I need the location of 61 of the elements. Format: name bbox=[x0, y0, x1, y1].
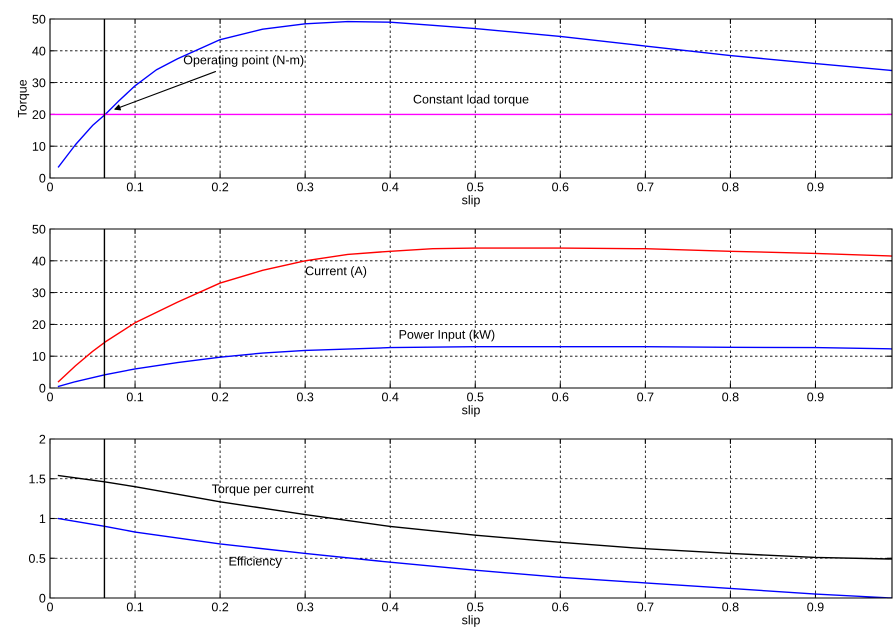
x-tick-label: 0.5 bbox=[467, 392, 484, 402]
ref-line-label: Constant load torque bbox=[414, 94, 528, 106]
y-tick-label: 10 bbox=[32, 352, 46, 361]
line-series bbox=[58, 346, 892, 388]
annotation: Current (A) bbox=[306, 266, 366, 278]
x-tick-label: 0.7 bbox=[637, 182, 654, 192]
x-tick-label: 0.1 bbox=[126, 182, 144, 192]
x-tick-label: 0.3 bbox=[296, 602, 314, 612]
x-tick-label: 0.3 bbox=[296, 392, 314, 402]
x-tick-label: 0.9 bbox=[807, 392, 824, 402]
y-tick-label: 20 bbox=[32, 110, 46, 120]
y-tick-label: 30 bbox=[32, 78, 46, 88]
x-tick-label: 0 bbox=[47, 182, 53, 192]
x-tick-label: 0.8 bbox=[722, 602, 739, 612]
y-tick-label: 0 bbox=[39, 174, 46, 183]
x-axis-title: slip bbox=[462, 195, 480, 207]
x-tick-label: 0.4 bbox=[382, 602, 399, 612]
x-tick-label: 0.7 bbox=[637, 602, 654, 612]
x-tick-label: 0.9 bbox=[807, 182, 824, 192]
x-tick-label: 0.5 bbox=[467, 602, 484, 612]
x-tick-label: 0.4 bbox=[382, 182, 399, 192]
y-tick-label: 40 bbox=[32, 256, 46, 266]
x-axis-title: slip bbox=[462, 405, 480, 417]
x-tick-label: 0.6 bbox=[552, 602, 568, 612]
y-tick-label: 1.5 bbox=[29, 474, 46, 484]
y-tick-label: 30 bbox=[32, 288, 46, 298]
annotation: Operating point (N-m) bbox=[184, 55, 304, 67]
y-tick-label: 40 bbox=[32, 46, 46, 56]
x-tick-label: 0.1 bbox=[126, 602, 144, 612]
x-tick-label: 0.7 bbox=[637, 392, 654, 402]
line-series bbox=[58, 518, 892, 598]
y-tick-label: 0 bbox=[39, 384, 46, 393]
y-tick-label: 10 bbox=[32, 142, 46, 151]
x-tick-label: 0.9 bbox=[807, 602, 824, 612]
line-series bbox=[58, 20, 892, 168]
x-tick-label: 0.2 bbox=[212, 392, 228, 402]
line-series bbox=[58, 247, 892, 382]
x-tick-label: 0.1 bbox=[126, 392, 144, 402]
x-tick-label: 0.6 bbox=[552, 182, 568, 192]
x-tick-label: 0.3 bbox=[296, 182, 314, 192]
y-tick-label: 0 bbox=[39, 594, 46, 603]
x-tick-label: 0 bbox=[47, 392, 53, 402]
x-tick-label: 0.8 bbox=[722, 182, 739, 192]
x-tick-label: 0.2 bbox=[212, 602, 228, 612]
y-tick-label: 20 bbox=[32, 320, 46, 330]
x-tick-label: 0.6 bbox=[552, 392, 568, 402]
x-tick-label: 0.4 bbox=[382, 392, 399, 402]
annotation: Power Input (kW) bbox=[400, 330, 494, 342]
y-tick-label: 2 bbox=[40, 434, 46, 444]
annotation: Torque per current bbox=[212, 484, 314, 496]
annotation: Efficiency bbox=[230, 556, 282, 568]
x-tick-label: 0.5 bbox=[467, 182, 484, 192]
x-tick-label: 0 bbox=[47, 602, 53, 612]
y-tick-label: 50 bbox=[32, 14, 46, 24]
y-axis-title: Torque bbox=[18, 80, 30, 118]
x-axis-title: slip bbox=[462, 615, 480, 627]
y-tick-label: 1 bbox=[40, 514, 46, 524]
y-tick-label: 50 bbox=[32, 224, 46, 234]
x-tick-label: 0.2 bbox=[212, 182, 228, 192]
y-tick-label: 0.5 bbox=[28, 554, 46, 563]
x-tick-label: 0.8 bbox=[722, 392, 739, 402]
